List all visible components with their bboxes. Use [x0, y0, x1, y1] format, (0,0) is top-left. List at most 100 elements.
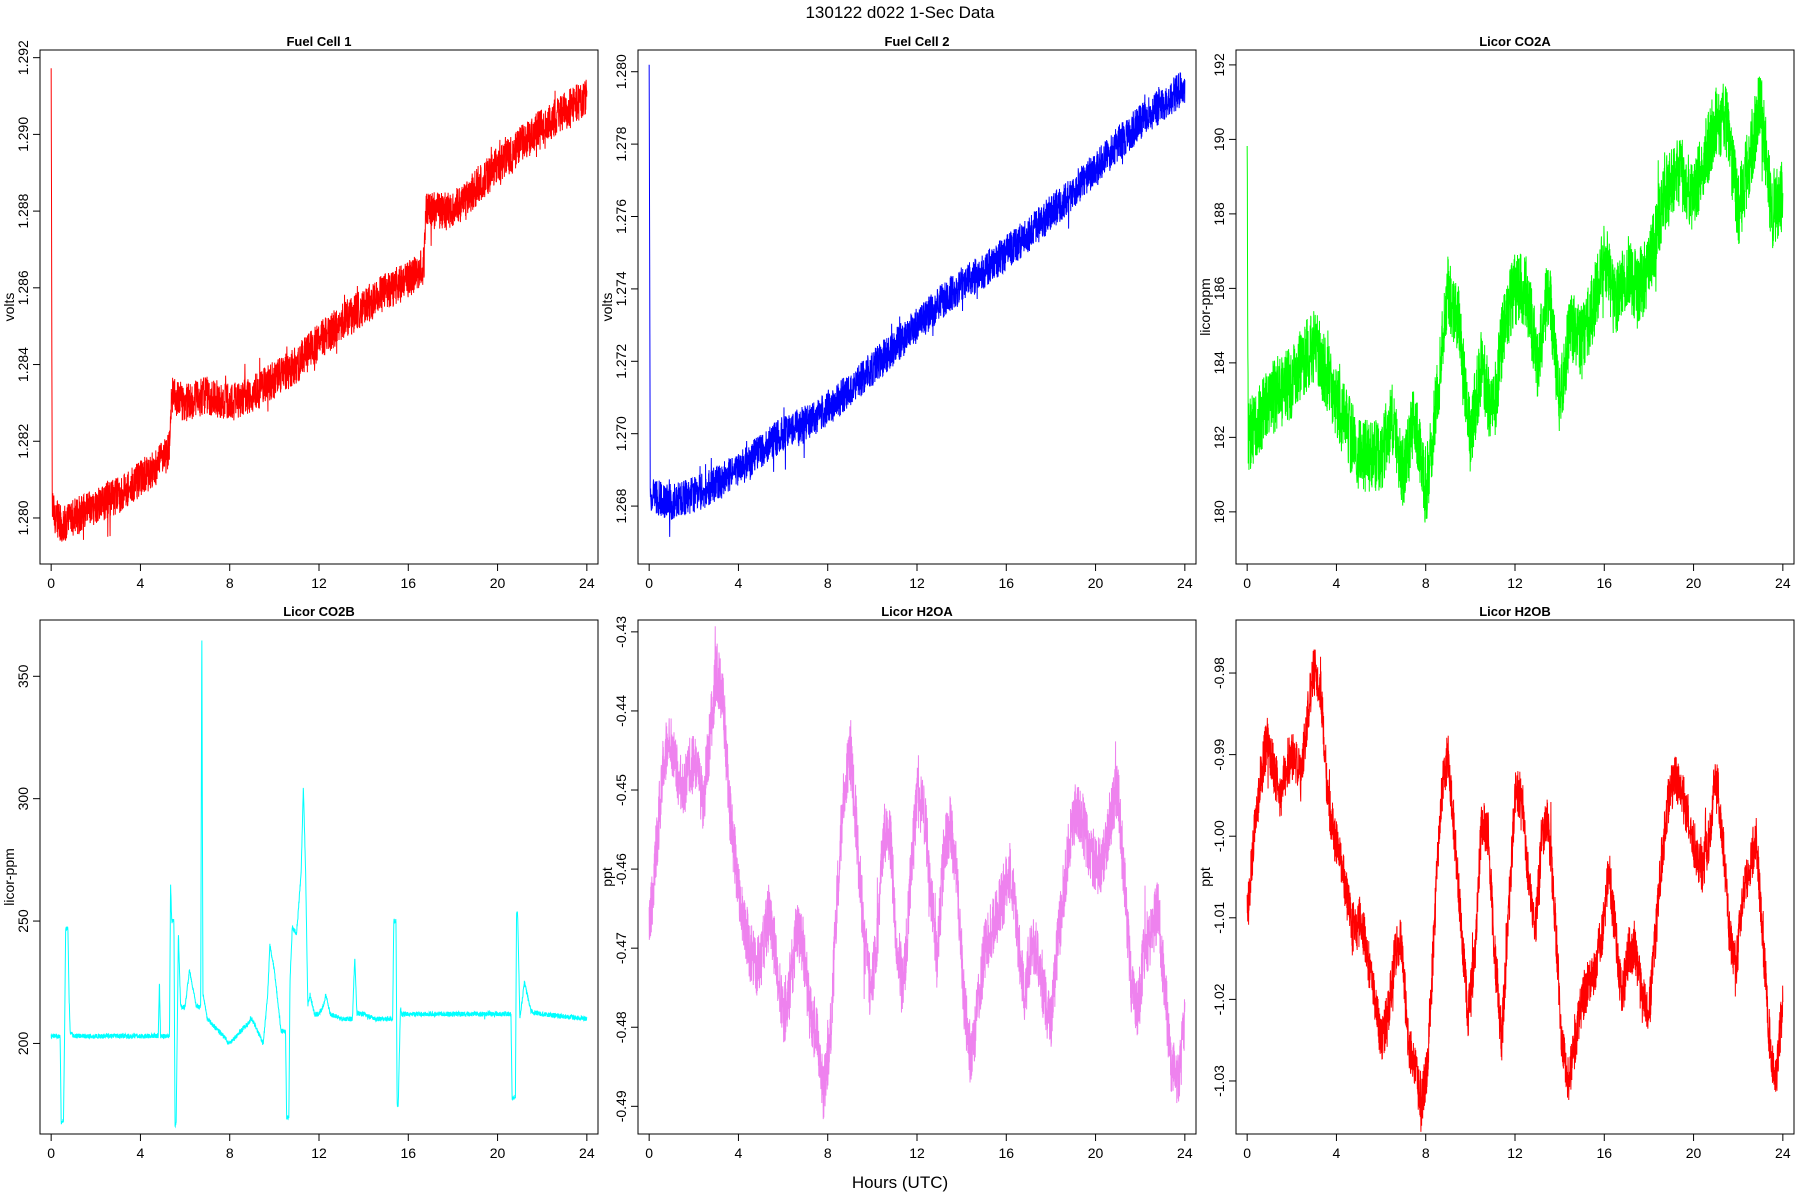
x-tick-label: 24 [579, 1145, 595, 1161]
y-tick-label: 300 [15, 787, 31, 811]
x-tick-label: 20 [1088, 1145, 1104, 1161]
plot-frame [39, 619, 599, 1135]
x-tick-label: 4 [735, 1145, 743, 1161]
x-tick-label: 8 [824, 1145, 832, 1161]
y-tick-label: -0.45 [613, 774, 629, 806]
panel-title: Fuel Cell 1 [286, 34, 351, 49]
y-tick-label: -1.02 [1211, 983, 1227, 1015]
panel-title: Fuel Cell 2 [884, 34, 949, 49]
y-axis-label: ppt [1197, 867, 1213, 887]
y-tick-label: 1.280 [15, 500, 31, 535]
y-tick-label: 250 [15, 909, 31, 933]
y-tick-label: -0.43 [613, 616, 629, 648]
y-tick-label: -0.46 [613, 853, 629, 885]
series-line [1246, 649, 1784, 1132]
y-tick-label: 182 [1211, 425, 1227, 449]
x-tick-label: 12 [311, 575, 327, 591]
y-tick-label: 1.280 [613, 54, 629, 89]
series-line [50, 640, 588, 1129]
series-line [1246, 76, 1784, 523]
series-line [648, 64, 1186, 537]
y-tick-label: 188 [1211, 202, 1227, 226]
y-tick-label: 1.284 [15, 347, 31, 382]
panel-3: Licor CO2A 0 4 8 12 16 20 24 180 182 184 186 188 190 1… [1197, 34, 1795, 591]
y-tick-label: 1.292 [15, 40, 31, 75]
x-tick-label: 20 [1088, 575, 1104, 591]
x-tick-label: 24 [1775, 1145, 1791, 1161]
y-tick-label: 184 [1211, 351, 1227, 375]
x-tick-label: 0 [47, 1145, 55, 1161]
y-tick-label: -0.44 [613, 695, 629, 727]
y-tick-label: 1.276 [613, 199, 629, 234]
x-tick-label: 16 [400, 575, 416, 591]
x-tick-label: 4 [735, 575, 743, 591]
x-tick-label: 4 [1333, 1145, 1341, 1161]
y-tick-label: -1.03 [1211, 1065, 1227, 1097]
x-tick-label: 16 [400, 1145, 416, 1161]
x-tick-label: 16 [1596, 1145, 1612, 1161]
y-axis-label: volts [599, 293, 615, 322]
series-line [648, 626, 1186, 1120]
y-tick-label: 190 [1211, 127, 1227, 151]
panel-5: Licor H2OA 0 4 8 12 16 20 24 -0.49 -0.48 -0.47 -0.4… [599, 604, 1197, 1161]
y-axis-label: licor-ppm [1197, 278, 1213, 336]
y-tick-label: 1.282 [15, 424, 31, 459]
y-tick-label: 1.290 [15, 117, 31, 152]
y-axis-label: volts [1, 293, 17, 322]
x-tick-label: 8 [226, 1145, 234, 1161]
x-tick-label: 4 [137, 575, 145, 591]
x-tick-label: 4 [137, 1145, 145, 1161]
x-tick-label: 8 [824, 575, 832, 591]
y-tick-label: -0.49 [613, 1090, 629, 1122]
y-tick-label: -0.47 [613, 932, 629, 964]
y-tick-label: 350 [15, 664, 31, 688]
y-tick-label: 1.274 [613, 271, 629, 306]
y-tick-label: 192 [1211, 53, 1227, 77]
y-tick-label: 1.278 [613, 126, 629, 161]
x-tick-label: 24 [1177, 1145, 1193, 1161]
y-tick-label: 1.270 [613, 416, 629, 451]
x-tick-label: 16 [998, 1145, 1014, 1161]
x-tick-label: 12 [909, 575, 925, 591]
x-tick-label: 16 [1596, 575, 1612, 591]
x-tick-label: 0 [1243, 1145, 1251, 1161]
x-tick-label: 12 [1507, 575, 1523, 591]
x-tick-label: 20 [490, 1145, 506, 1161]
x-tick-label: 12 [311, 1145, 327, 1161]
y-tick-label: 1.286 [15, 270, 31, 305]
y-tick-label: -1.00 [1211, 820, 1227, 852]
panel-title: Licor H2OB [1479, 604, 1551, 619]
y-tick-label: -0.99 [1211, 738, 1227, 770]
x-tick-label: 4 [1333, 575, 1341, 591]
y-tick-label: 1.268 [613, 488, 629, 523]
x-tick-label: 24 [1177, 575, 1193, 591]
y-tick-label: 180 [1211, 500, 1227, 524]
y-tick-label: 186 [1211, 276, 1227, 300]
panel-title: Licor H2OA [881, 604, 953, 619]
x-tick-label: 20 [1686, 575, 1702, 591]
x-tick-label: 24 [579, 575, 595, 591]
x-tick-label: 8 [1422, 575, 1430, 591]
series-line [50, 68, 588, 542]
x-tick-label: 8 [1422, 1145, 1430, 1161]
y-tick-label: 1.288 [15, 193, 31, 228]
y-tick-label: -0.98 [1211, 657, 1227, 689]
x-tick-label: 20 [1686, 1145, 1702, 1161]
x-tick-label: 0 [1243, 575, 1251, 591]
x-tick-label: 0 [645, 1145, 653, 1161]
panel-4: Licor CO2B 0 4 8 12 16 20 24 200 250 300 350 licor-p… [1, 604, 599, 1161]
y-tick-label: -0.48 [613, 1011, 629, 1043]
x-tick-label: 12 [1507, 1145, 1523, 1161]
x-tick-label: 8 [226, 575, 234, 591]
panel-title: Licor CO2A [1479, 34, 1551, 49]
y-tick-label: -1.01 [1211, 902, 1227, 934]
panel-2: Fuel Cell 2 0 4 8 12 16 20 24 1.268 1.270 1.272 1.2… [599, 34, 1197, 591]
y-axis-label: ppt [599, 867, 615, 887]
figure-x-axis-label: Hours (UTC) [852, 1173, 948, 1192]
x-tick-label: 0 [47, 575, 55, 591]
x-tick-label: 20 [490, 575, 506, 591]
y-axis-label: licor-ppm [1, 848, 17, 906]
figure-title: 130122 d022 1-Sec Data [805, 3, 995, 22]
panels: Fuel Cell 1 0 4 8 12 16 20 24 1.280 1.282 1.284 1.2… [1, 34, 1795, 1161]
